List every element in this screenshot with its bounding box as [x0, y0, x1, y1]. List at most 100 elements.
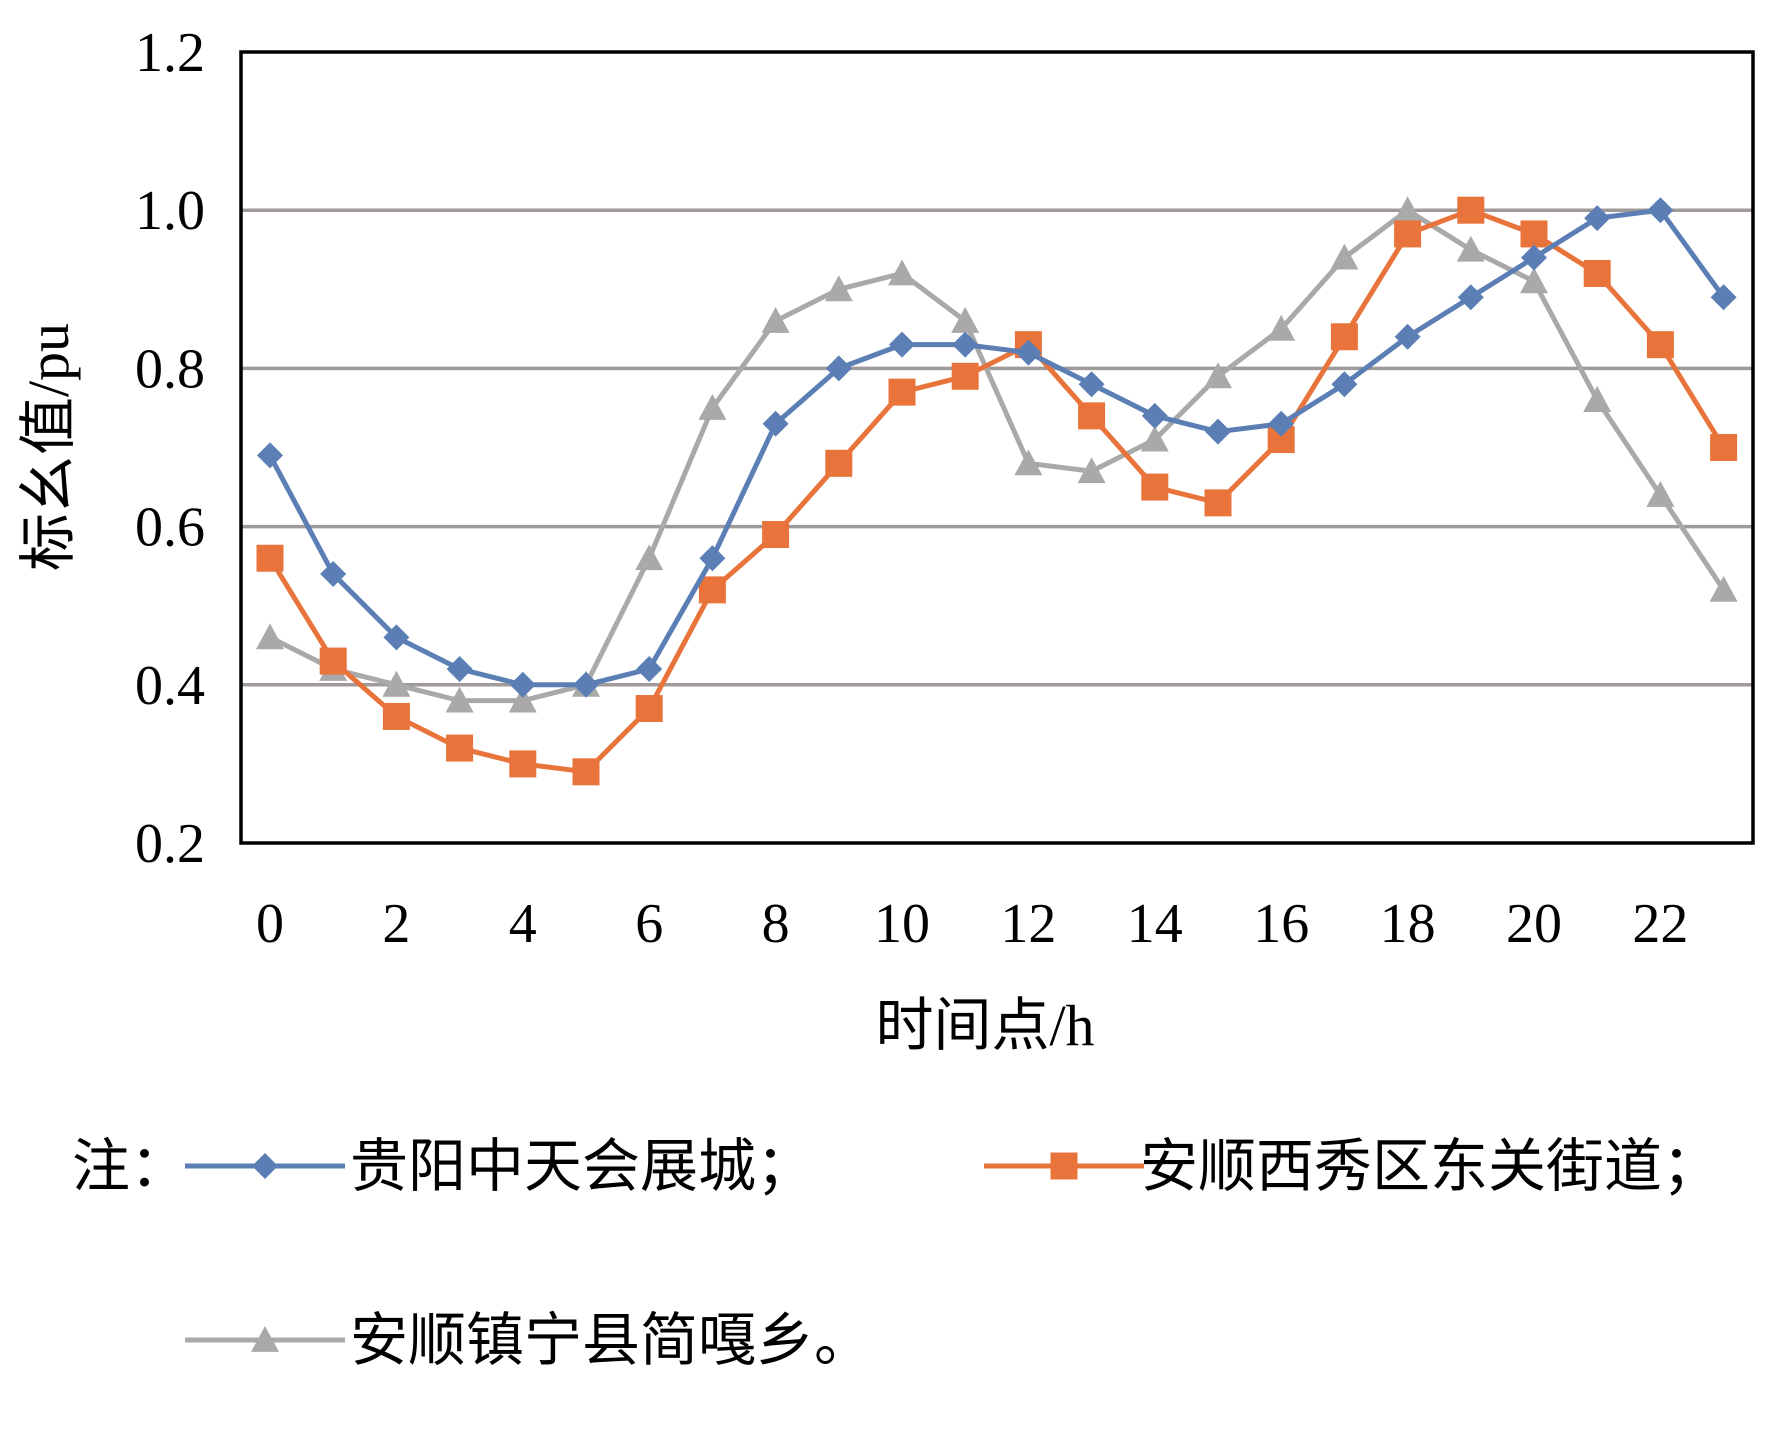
data-point: [1520, 267, 1548, 294]
x-tick-label: 2: [382, 893, 410, 955]
legend: 注： 贵阳中天会展城； 安顺西秀区东关街道； 安顺镇宁县简嘎乡。: [72, 1134, 1720, 1373]
data-point: [761, 306, 790, 333]
data-point: [382, 670, 411, 697]
data-point: [445, 686, 474, 713]
data-point: [1394, 220, 1422, 248]
legend-entry: 安顺西秀区东关街道；: [984, 1134, 1720, 1199]
data-point: [1457, 284, 1484, 311]
data-point: [573, 671, 599, 698]
data-point: [1583, 259, 1611, 287]
series-layer: [256, 196, 1738, 786]
legend-marker: [252, 1153, 278, 1179]
legend-label: 安顺镇宁县简嘎乡。: [350, 1308, 872, 1373]
data-point: [762, 410, 789, 437]
y-tick-label: 0.6: [135, 497, 205, 559]
data-point: [1204, 362, 1232, 389]
data-point: [698, 393, 727, 420]
x-tick-label: 4: [509, 893, 537, 955]
data-point: [889, 331, 915, 358]
data-point: [1520, 220, 1548, 248]
y-axis-ticks: 0.2 0.4 0.6 0.8 1.0 1.2: [135, 22, 205, 875]
gridlines: [241, 208, 1753, 687]
data-point: [1331, 371, 1358, 398]
y-tick-label: 1.0: [135, 180, 205, 242]
data-point: [1330, 323, 1358, 351]
series-line: [268, 207, 1726, 704]
legend-marker: [251, 1326, 279, 1352]
data-point: [1521, 244, 1547, 271]
data-point: [951, 362, 979, 390]
data-point: [1583, 386, 1612, 412]
data-point: [698, 576, 726, 604]
data-point: [1204, 489, 1232, 517]
data-point: [1710, 284, 1737, 311]
data-point: [1584, 205, 1611, 232]
y-tick-label: 0.8: [135, 338, 205, 400]
data-point: [509, 671, 536, 698]
data-point: [1014, 449, 1043, 476]
x-axis-title: 时间点/h: [875, 993, 1094, 1058]
data-point: [1709, 575, 1738, 602]
data-point: [572, 758, 600, 786]
series-triangle: [256, 196, 1738, 713]
x-axis-ticks: 0 2 4 6 8 10 12 14 16 18 20 22: [256, 893, 1688, 955]
data-point: [1140, 425, 1169, 452]
legend-prefix: 注：: [72, 1134, 188, 1199]
data-point: [762, 521, 790, 549]
legend-entry: 安顺镇宁县简嘎乡。: [185, 1308, 872, 1373]
data-point: [1457, 196, 1485, 224]
data-point: [635, 544, 664, 571]
data-point: [446, 734, 474, 762]
y-axis-title: 标幺值/pu: [16, 323, 81, 571]
data-point: [1078, 402, 1106, 430]
data-point: [888, 259, 916, 286]
series-line: [267, 207, 1726, 688]
series-diamond: [257, 197, 1737, 698]
data-point: [1205, 418, 1231, 445]
y-tick-label: 0.4: [135, 655, 205, 717]
data-point: [825, 449, 853, 477]
data-point: [1647, 197, 1674, 224]
data-point: [952, 331, 979, 358]
x-tick-label: 10: [874, 893, 930, 955]
data-point: [1330, 243, 1359, 270]
x-tick-label: 6: [635, 893, 663, 955]
x-tick-label: 8: [762, 893, 790, 955]
data-point: [256, 623, 284, 650]
y-tick-label: 0.2: [135, 813, 205, 875]
series-line: [267, 207, 1726, 775]
x-tick-label: 12: [1000, 893, 1056, 955]
data-point: [1394, 323, 1421, 350]
data-point: [509, 750, 537, 778]
data-point: [1015, 339, 1042, 366]
legend-marker: [1050, 1152, 1078, 1180]
data-point: [1456, 235, 1485, 262]
plot-area-border: [239, 50, 1755, 845]
x-tick-label: 0: [256, 893, 284, 955]
data-point: [1078, 371, 1105, 398]
legend-entry: 贵阳中天会展城；: [185, 1134, 814, 1199]
data-point: [951, 306, 980, 333]
x-tick-label: 22: [1632, 893, 1688, 955]
data-point: [320, 561, 347, 588]
data-point: [1141, 402, 1168, 429]
data-point: [1268, 410, 1295, 437]
data-point: [257, 442, 283, 469]
data-point: [319, 647, 347, 675]
data-point: [382, 702, 410, 730]
data-point: [1077, 457, 1106, 484]
data-point: [1646, 331, 1674, 359]
legend-label: 贵阳中天会展城；: [350, 1134, 814, 1199]
x-tick-label: 14: [1127, 893, 1183, 955]
data-point: [1393, 196, 1422, 223]
data-point: [446, 655, 473, 682]
data-point: [699, 545, 726, 572]
data-point: [508, 686, 537, 713]
data-point: [888, 378, 916, 406]
x-tick-label: 16: [1253, 893, 1309, 955]
data-point: [256, 544, 284, 572]
data-point: [635, 695, 663, 723]
data-point: [636, 655, 663, 682]
legend-label: 安顺西秀区东关街道；: [1140, 1134, 1720, 1199]
